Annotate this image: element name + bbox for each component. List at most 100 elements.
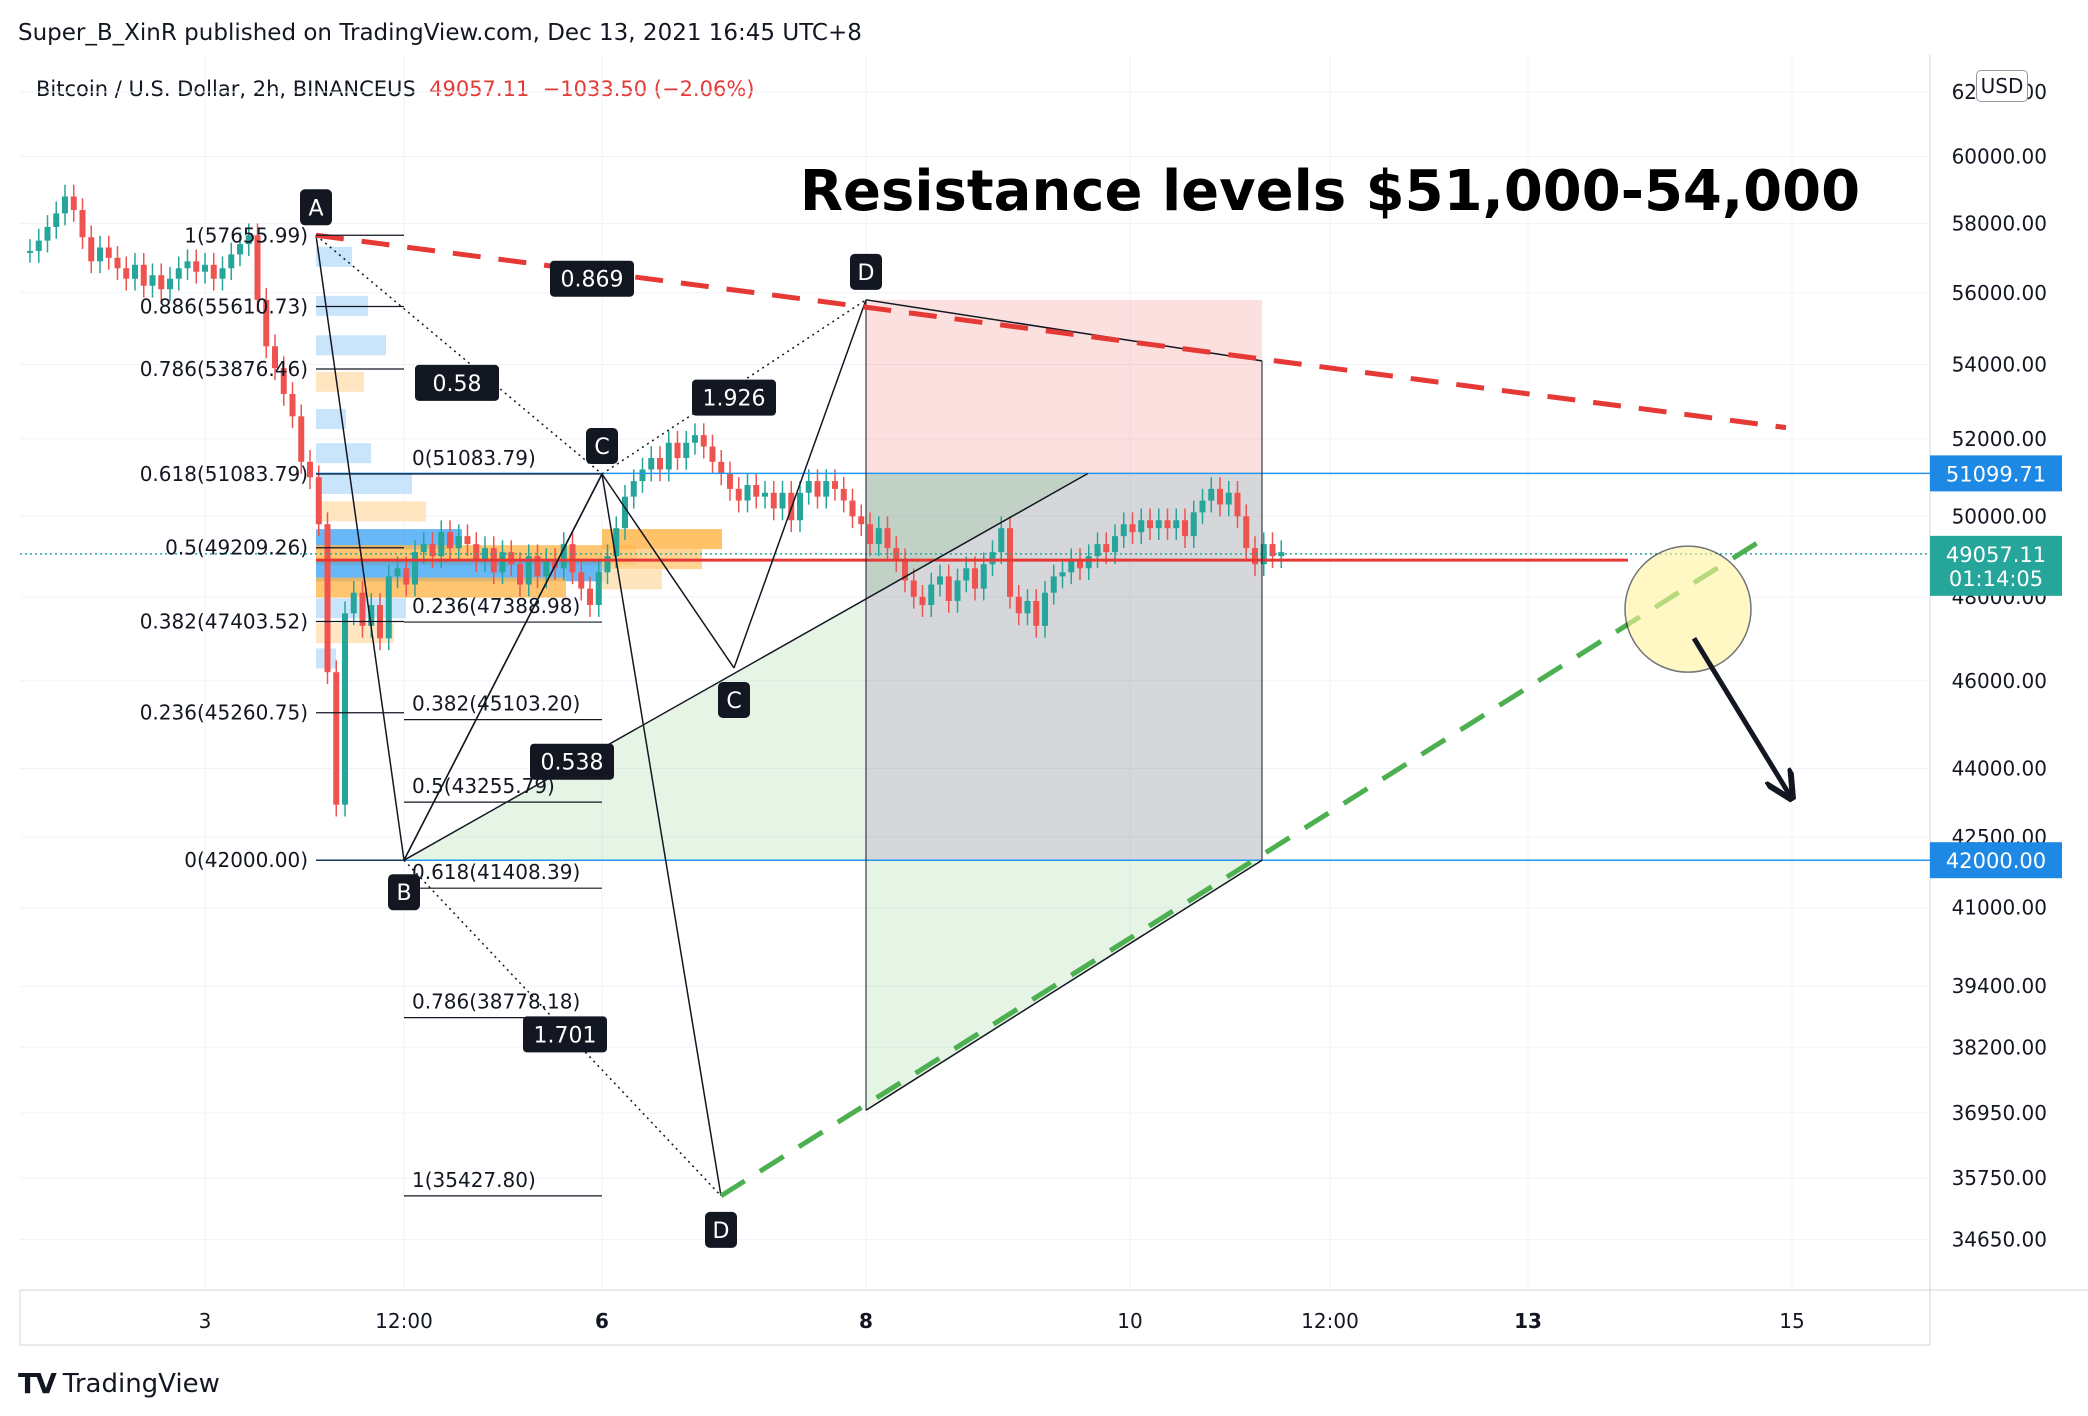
candle-body <box>175 268 182 279</box>
price-tick-label: 41000.00 <box>1952 896 2047 920</box>
short-risk-zone <box>866 299 1262 474</box>
price-tick-label: 46000.00 <box>1952 669 2047 693</box>
price-badge-value: 49057.11 <box>1946 543 2046 567</box>
price-tick-label: 50000.00 <box>1952 504 2047 528</box>
candle-body <box>1059 572 1066 577</box>
fib-left-label: 0.786(53876.46) <box>140 357 308 381</box>
candle-body <box>394 568 401 577</box>
candle-body <box>1042 592 1048 626</box>
target-diagonal <box>865 859 1263 1111</box>
highlight-circle <box>1624 545 1752 673</box>
volume-bar <box>316 473 412 494</box>
candle-body <box>867 524 873 545</box>
price-tick-label: 39400.00 <box>1952 974 2047 998</box>
ratio-label: 0.58 <box>433 372 482 397</box>
fib-right-label: 0.618(41408.39) <box>412 860 580 884</box>
candle-body <box>70 196 77 210</box>
candle-body <box>578 572 585 589</box>
pattern-point-label: D <box>858 261 875 286</box>
fib-left-label: 0.5(49209.26) <box>165 536 308 560</box>
candle-body <box>718 461 725 474</box>
candle-body <box>315 477 322 525</box>
candle-body <box>595 572 602 606</box>
fib-right-label: 1(35427.80) <box>412 1168 536 1192</box>
candle-body <box>438 532 445 557</box>
price-tick-label: 34650.00 <box>1952 1228 2047 1252</box>
pattern-point-label: C <box>594 435 609 460</box>
candle-body <box>1077 560 1083 569</box>
price-badge-value: 51099.71 <box>1946 462 2046 486</box>
candle-body <box>464 536 471 545</box>
price-tick-label: 35750.00 <box>1952 1166 2047 1190</box>
fib-left-label: 0.236(45260.75) <box>140 701 308 725</box>
candle-body <box>753 484 760 497</box>
candle-body <box>1208 488 1215 501</box>
candle-body <box>910 580 917 597</box>
candle-body <box>272 346 278 369</box>
candle-body <box>858 516 865 525</box>
candle-body <box>298 416 305 462</box>
candle-body <box>473 544 480 561</box>
candle-body <box>945 576 952 601</box>
candle-body <box>97 247 103 262</box>
time-tick-label: 3 <box>199 1309 212 1333</box>
candle-body <box>954 580 961 601</box>
candle-body <box>613 528 620 557</box>
fib-right-label: 0.786(38778.18) <box>412 990 580 1014</box>
candle-body <box>517 564 523 585</box>
candle-body <box>1234 492 1241 517</box>
candle-body <box>114 257 121 269</box>
candle-body <box>53 213 60 227</box>
candle-body <box>1243 516 1250 549</box>
candle-body <box>683 442 690 458</box>
candle-body <box>648 457 655 470</box>
time-tick-label: 8 <box>859 1309 873 1333</box>
candle-body <box>1182 520 1188 537</box>
drawings[interactable] <box>20 232 1930 1198</box>
target-zone <box>866 473 1262 861</box>
candle-body <box>228 254 235 269</box>
candle-body <box>158 275 165 290</box>
ratio-label: 1.701 <box>534 1023 597 1048</box>
candle-body <box>508 552 515 565</box>
candle-body <box>105 247 112 258</box>
candle-body <box>735 488 742 501</box>
volume-bar <box>316 371 364 392</box>
symbol-legend[interactable]: Bitcoin / U.S. Dollar, 2h, BINANCEUS 490… <box>36 77 754 101</box>
candle-body <box>1007 528 1013 597</box>
candle-body <box>455 536 462 549</box>
candle-body <box>937 576 943 585</box>
pattern-point-label: B <box>396 881 411 906</box>
candle-body <box>779 492 786 509</box>
support-trendline <box>719 534 1770 1198</box>
candle-body <box>280 368 287 394</box>
ratio-label: 1.926 <box>703 387 766 412</box>
price-tick-label: 58000.00 <box>1952 212 2047 236</box>
symbol-name: Bitcoin / U.S. Dollar, 2h, BINANCEUS <box>36 77 416 101</box>
time-tick-label: 13 <box>1514 1309 1542 1333</box>
time-axis[interactable]: 3 12:00 6 8 10 12:00 13 15 <box>199 1309 1805 1333</box>
brand-name: TradingView <box>62 1368 220 1399</box>
candle-body <box>1112 536 1118 553</box>
currency-label[interactable]: USD <box>1976 70 2028 102</box>
chart-text: Resistance levels $51,000-54,000 1(57655… <box>140 159 1860 1248</box>
ratio-label: 0.869 <box>561 268 624 293</box>
pattern-point-badge <box>388 874 420 911</box>
time-tick-label: 10 <box>1117 1309 1142 1333</box>
chart-frame <box>19 55 2088 1346</box>
candle-body <box>665 442 672 470</box>
volume-bar <box>316 335 386 356</box>
fib-left-label: 0.382(47403.52) <box>140 609 308 633</box>
pattern-point-badge <box>586 427 618 464</box>
tradingview-brand[interactable]: TV TradingView <box>18 1367 220 1400</box>
candle-body <box>44 226 51 241</box>
candle-body <box>1260 544 1267 565</box>
ratio-badge <box>415 364 499 401</box>
candle-body <box>814 481 821 497</box>
down-arrow-icon <box>1691 637 1790 795</box>
fib-right-label: 0.236(47388.98) <box>412 594 580 618</box>
candle-body <box>263 299 270 347</box>
volume-bar <box>316 295 368 316</box>
price-axis[interactable]: 62000.0060000.0058000.0056000.0054000.00… <box>1930 80 2062 1252</box>
